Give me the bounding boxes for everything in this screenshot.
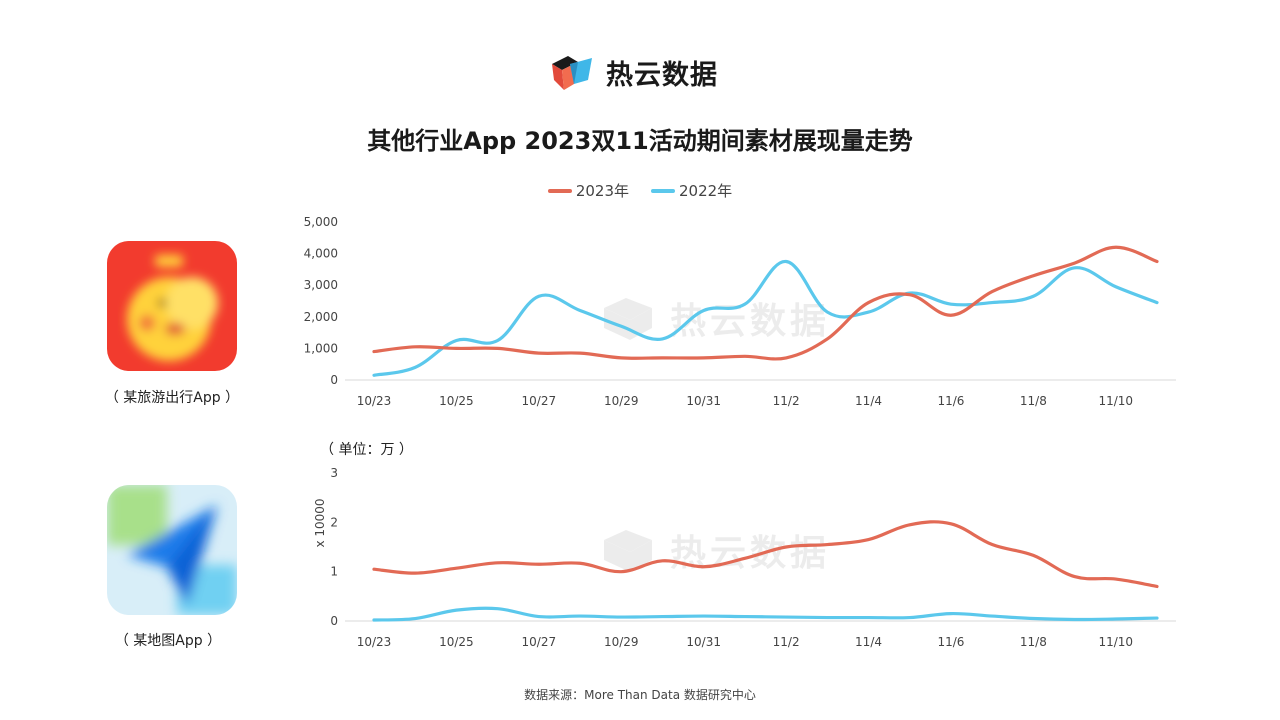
chart1-x-tick-label: 11/2 [773, 394, 800, 408]
chart1-x-tick-label: 11/6 [937, 394, 964, 408]
chart-legend: 2023年 2022年 [0, 180, 1280, 201]
chart2-x-tick-label: 10/23 [357, 635, 392, 649]
chart2-series-line-2022 [372, 606, 1159, 622]
chart2-x-tick-label: 11/4 [855, 635, 882, 649]
chart2-x-tick-label: 11/6 [937, 635, 964, 649]
chart2-y-tick-label: 0 [330, 614, 338, 628]
travel-app-icon [107, 241, 237, 371]
chart1-x-tick-label: 10/29 [604, 394, 639, 408]
chart2-y-tick-label: 3 [330, 466, 338, 480]
chart2-x-tick-label: 10/27 [522, 635, 557, 649]
chart2-y-axis-title: x 10000 [313, 498, 327, 547]
unit-label: （ 单位：万 ） [320, 442, 413, 458]
chart1-x-tick-label: 11/4 [855, 394, 882, 408]
chart1-y-tick-label: 5,000 [304, 215, 338, 229]
chart2-series-line-2023 [372, 520, 1159, 589]
legend-swatch-2022 [651, 188, 675, 193]
chart-title: 其他行业App 2023双11活动期间素材展现量走势 [367, 127, 913, 155]
chart1-x-tick-label: 11/8 [1020, 394, 1047, 408]
chart1-y-tick-label: 0 [330, 373, 338, 387]
chart2-x-tick-label: 11/8 [1020, 635, 1047, 649]
chart2-x-tick-label: 11/2 [773, 635, 800, 649]
chart1-x-tick-label: 10/31 [686, 394, 721, 408]
chart1-y-tick-label: 4,000 [304, 247, 338, 261]
chart1-series-line-2023 [372, 245, 1159, 361]
chart2-x-tick-label: 10/25 [439, 635, 474, 649]
chart1-x-tick-label: 10/27 [522, 394, 557, 408]
chart2-x-tick-label: 11/10 [1098, 635, 1133, 649]
chart1-x-tick-label: 10/25 [439, 394, 474, 408]
legend-label-2022: 2022年 [679, 182, 733, 200]
chart2-x-tick-label: 10/31 [686, 635, 721, 649]
travel-app-caption: （ 某旅游出行App ） [104, 390, 240, 406]
brand-logo-icon [548, 50, 596, 94]
data-source: 数据来源：More Than Data 数据研究中心 [524, 688, 756, 702]
chart1-y-tick-label: 3,000 [304, 278, 338, 292]
brand-header: 热云数据 [548, 50, 718, 94]
chart1-y-tick-label: 1,000 [304, 341, 338, 355]
legend-swatch-2023 [547, 188, 572, 193]
brand-name: 热云数据 [606, 59, 718, 91]
chart2-y-tick-label: 1 [330, 565, 338, 579]
map-app-caption: （ 某地图App ） [114, 633, 222, 649]
chart1-x-tick-label: 10/23 [357, 394, 392, 408]
map-app-icon [107, 485, 237, 615]
chart1-y-tick-label: 2,000 [304, 310, 338, 324]
legend-label-2023: 2023年 [575, 182, 629, 200]
chart1-x-tick-label: 11/10 [1098, 394, 1133, 408]
legend-item-2023[interactable]: 2023年 [547, 180, 629, 201]
chart2-y-tick-label: 2 [330, 515, 338, 529]
legend-item-2022[interactable]: 2022年 [651, 180, 732, 201]
chart1-series-line-2022 [372, 259, 1159, 377]
chart2-x-tick-label: 10/29 [604, 635, 639, 649]
